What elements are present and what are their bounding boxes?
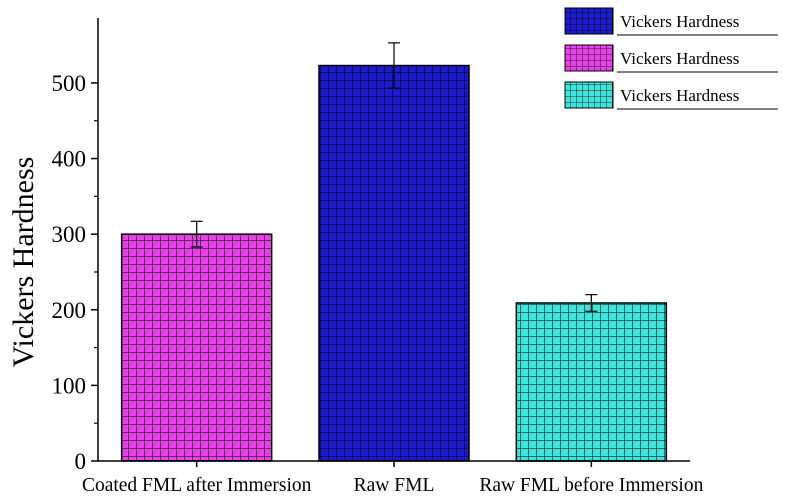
- y-axis-title: Vickers Hardness: [7, 157, 40, 368]
- y-tick-label: 200: [52, 298, 87, 323]
- bar-hatch: [319, 65, 469, 461]
- bar-hatch: [516, 302, 667, 461]
- y-tick-label: 400: [52, 147, 87, 172]
- legend-swatch-hatch: [565, 82, 613, 108]
- legend: Vickers Hardness Vickers Hardness Vickers …: [564, 7, 778, 110]
- y-tick-label: 100: [52, 373, 87, 398]
- x-tick-label: Coated FML after Immersion: [82, 475, 312, 496]
- bar-hatch: [121, 234, 272, 461]
- y-tick-label: 300: [52, 222, 87, 247]
- legend-label: Vickers Hardness: [620, 49, 739, 68]
- legend-label: Vickers Hardness: [620, 86, 739, 105]
- y-tick-label: 0: [75, 449, 87, 474]
- x-tick-label: Raw FML: [354, 475, 435, 496]
- y-tick-label: 500: [52, 71, 87, 96]
- legend-swatch-hatch: [565, 8, 613, 34]
- legend-label: Vickers Hardness: [620, 12, 739, 31]
- x-tick-label: Raw FML before Immersion: [479, 475, 703, 496]
- legend-swatch-hatch: [565, 45, 613, 71]
